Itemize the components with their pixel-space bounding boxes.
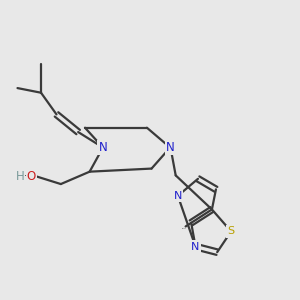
Text: H: H	[16, 170, 25, 183]
Text: N: N	[166, 141, 175, 154]
Text: N: N	[174, 191, 182, 201]
Text: methyl: methyl	[182, 228, 187, 229]
Text: N: N	[191, 242, 200, 252]
Text: O: O	[26, 170, 35, 183]
Text: ·: ·	[24, 171, 27, 181]
Text: N: N	[99, 141, 107, 154]
Text: S: S	[228, 226, 235, 236]
